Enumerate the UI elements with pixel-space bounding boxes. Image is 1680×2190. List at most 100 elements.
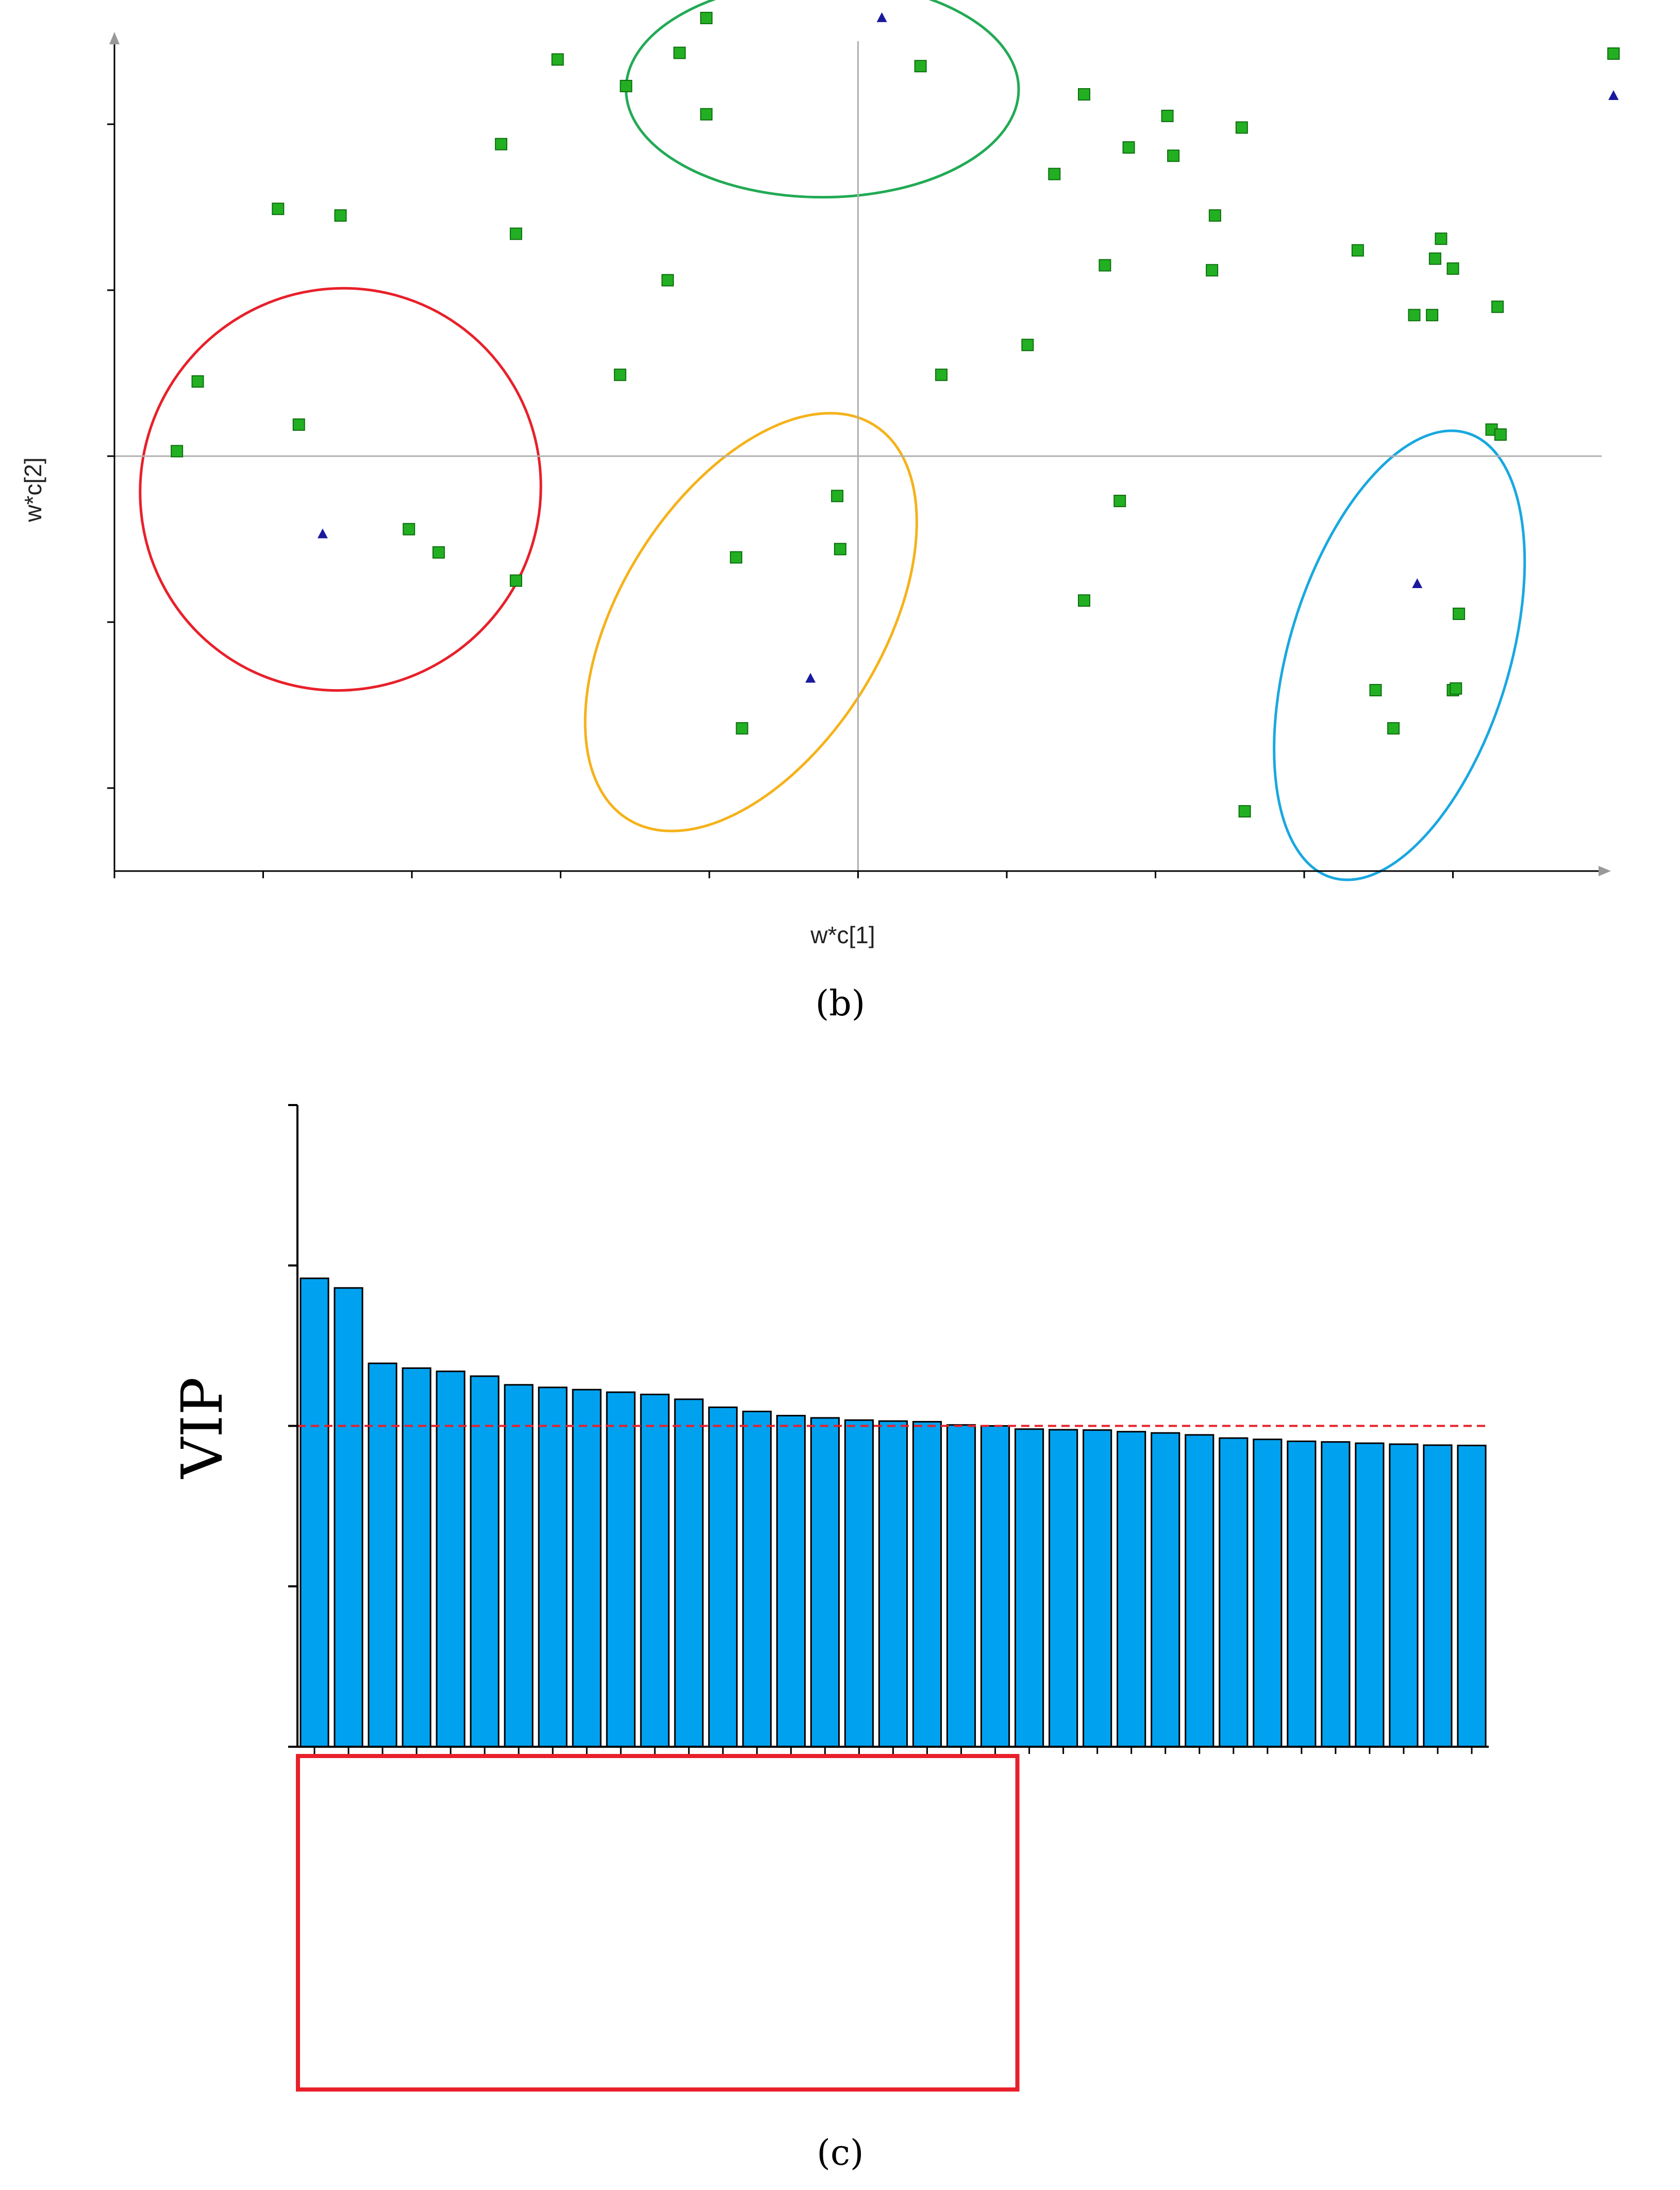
vip-bar: [300, 1277, 329, 1748]
y-ticks: [288, 1104, 297, 1748]
y-axis-label: w*c[2]: [20, 457, 46, 522]
bars: [300, 1277, 1487, 1748]
point-marker: [1450, 682, 1462, 695]
vip-bar: [1083, 1429, 1112, 1748]
bar-panel-c: VIP (c): [169, 1104, 1489, 2174]
point-marker: [292, 418, 305, 431]
y-axis-label: VIP: [169, 1377, 235, 1480]
vip-bar: [878, 1420, 908, 1748]
vip-bar: [980, 1425, 1010, 1748]
point-marker: [1206, 264, 1219, 277]
point-marker: [1369, 684, 1382, 697]
vip-bar: [912, 1420, 942, 1748]
x-points: [171, 11, 1507, 818]
point-marker: [334, 209, 347, 222]
vip-bar: [1287, 1440, 1317, 1748]
point-marker: [729, 551, 742, 564]
vip-bar: [1253, 1439, 1283, 1748]
point-marker: [1099, 259, 1111, 272]
panel-caption-c: (c): [817, 2133, 863, 2174]
point-marker: [1491, 300, 1504, 313]
point-marker: [1435, 232, 1448, 245]
highlight-box: [296, 1754, 1020, 2092]
vip-bar: [640, 1393, 670, 1748]
point-marker: [1122, 141, 1135, 154]
vip-bar: [844, 1419, 874, 1748]
point-marker: [1078, 88, 1091, 101]
point-marker: [736, 722, 748, 735]
legend-marker-x: [1607, 47, 1620, 60]
point-marker: [509, 227, 522, 240]
y-points: [317, 12, 1423, 683]
vip-bar: [402, 1367, 431, 1748]
point-marker: [509, 574, 522, 587]
point-marker: [914, 60, 927, 73]
point-marker: [171, 445, 184, 458]
vip-bar: [334, 1287, 363, 1748]
point-marker: [1167, 149, 1180, 162]
vip-bar: [1321, 1441, 1351, 1748]
legend-marker-y: [1608, 90, 1619, 100]
vip-bar: [674, 1398, 704, 1748]
vip-bar: [1423, 1444, 1453, 1748]
response-marker: [876, 12, 887, 22]
vip-bar: [810, 1417, 840, 1748]
point-marker: [432, 546, 445, 559]
x-ticks: [109, 32, 1611, 878]
point-marker: [1387, 722, 1400, 735]
group-ellipses: [139, 0, 1526, 881]
point-marker: [1446, 262, 1459, 275]
point-marker: [1078, 594, 1091, 607]
point-marker: [191, 375, 204, 388]
point-marker: [1494, 428, 1507, 441]
point-marker: [403, 523, 415, 536]
scatter-panel-b: w*c[1] w*c[2] (b): [20, 0, 1620, 1024]
point-marker: [1351, 244, 1364, 257]
point-marker: [1453, 607, 1466, 620]
point-marker: [620, 79, 633, 92]
panel-caption-b: (b): [816, 983, 866, 1024]
x-axis-label: w*c[1]: [810, 922, 875, 948]
point-marker: [834, 543, 846, 556]
vip-bar: [504, 1384, 534, 1748]
point-marker: [700, 108, 713, 121]
point-marker: [700, 11, 713, 24]
vip-bar: [946, 1424, 976, 1748]
vip-bar: [1389, 1443, 1419, 1748]
point-marker: [613, 369, 626, 381]
vip-bar: [572, 1389, 602, 1748]
point-marker: [272, 203, 285, 215]
group-ellipse-orange-group: [584, 412, 918, 832]
point-marker: [1021, 339, 1034, 352]
vip-bar: [538, 1386, 568, 1748]
vip-bar: [1151, 1432, 1180, 1748]
y-axis-arrow: [109, 32, 120, 44]
point-marker: [1208, 209, 1221, 222]
point-marker: [673, 46, 686, 59]
point-marker: [661, 274, 674, 287]
category-labels: [313, 1747, 1473, 1754]
point-marker: [1048, 168, 1061, 180]
point-marker: [831, 490, 844, 503]
y-ticks: [107, 123, 114, 789]
point-marker: [495, 138, 508, 151]
point-marker: [1235, 121, 1248, 134]
vip-bar: [776, 1415, 806, 1748]
point-marker: [551, 53, 564, 66]
legend: [1607, 47, 1620, 100]
group-ellipse-red-group: [139, 287, 542, 692]
x-axis-arrow: [1599, 866, 1611, 876]
point-marker: [1426, 309, 1439, 322]
response-marker: [805, 673, 816, 683]
vip-bar: [1219, 1437, 1249, 1748]
vip-bar: [1355, 1442, 1385, 1748]
vip-bar: [1014, 1428, 1044, 1748]
vip-bar: [470, 1375, 500, 1748]
point-marker: [1428, 252, 1441, 265]
point-marker: [1408, 309, 1421, 322]
vip-bar: [708, 1406, 738, 1748]
group-ellipse-blue-group: [1273, 429, 1526, 881]
vip-bar: [1457, 1444, 1487, 1748]
